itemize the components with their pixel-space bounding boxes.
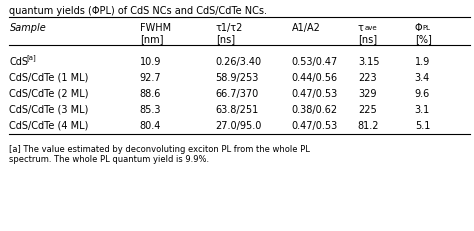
Text: τ: τ — [358, 23, 364, 33]
Text: 66.7/370: 66.7/370 — [216, 89, 259, 99]
Text: 3.1: 3.1 — [415, 105, 430, 115]
Text: CdS/CdTe (3 ML): CdS/CdTe (3 ML) — [9, 105, 89, 115]
Text: 92.7: 92.7 — [140, 73, 162, 83]
Text: 0.26/3.40: 0.26/3.40 — [216, 57, 262, 67]
Text: 329: 329 — [358, 89, 376, 99]
Text: 85.3: 85.3 — [140, 105, 161, 115]
Text: 0.47/0.53: 0.47/0.53 — [292, 121, 338, 131]
Text: 0.53/0.47: 0.53/0.47 — [292, 57, 338, 67]
Text: 27.0/95.0: 27.0/95.0 — [216, 121, 262, 131]
Text: 80.4: 80.4 — [140, 121, 161, 131]
Text: PL: PL — [423, 25, 431, 31]
Text: [ns]: [ns] — [358, 34, 377, 44]
Text: 63.8/251: 63.8/251 — [216, 105, 259, 115]
Text: ave: ave — [365, 25, 377, 31]
Text: 5.1: 5.1 — [415, 121, 430, 131]
Text: 0.47/0.53: 0.47/0.53 — [292, 89, 338, 99]
Text: 1.9: 1.9 — [415, 57, 430, 67]
Text: [ns]: [ns] — [216, 34, 235, 44]
Text: [nm]: [nm] — [140, 34, 164, 44]
Text: [a]: [a] — [27, 54, 36, 61]
Text: CdS/CdTe (1 ML): CdS/CdTe (1 ML) — [9, 73, 89, 83]
Text: 10.9: 10.9 — [140, 57, 161, 67]
Text: CdS/CdTe (2 ML): CdS/CdTe (2 ML) — [9, 89, 89, 99]
Text: Φ: Φ — [415, 23, 422, 33]
Text: [%]: [%] — [415, 34, 432, 44]
Text: 81.2: 81.2 — [358, 121, 379, 131]
Text: CdS/CdTe (4 ML): CdS/CdTe (4 ML) — [9, 121, 89, 131]
Text: 58.9/253: 58.9/253 — [216, 73, 259, 83]
Text: τ1/τ2: τ1/τ2 — [216, 23, 243, 33]
Text: spectrum. The whole PL quantum yield is 9.9%.: spectrum. The whole PL quantum yield is … — [9, 154, 210, 163]
Text: 0.38/0.62: 0.38/0.62 — [292, 105, 337, 115]
Text: 3.4: 3.4 — [415, 73, 430, 83]
Text: FWHM: FWHM — [140, 23, 171, 33]
Text: 0.44/0.56: 0.44/0.56 — [292, 73, 337, 83]
Text: A1/A2: A1/A2 — [292, 23, 320, 33]
Text: 225: 225 — [358, 105, 377, 115]
Text: 3.15: 3.15 — [358, 57, 379, 67]
Text: 9.6: 9.6 — [415, 89, 430, 99]
Text: CdS: CdS — [9, 57, 28, 67]
Text: [a] The value estimated by deconvoluting exciton PL from the whole PL: [a] The value estimated by deconvoluting… — [9, 144, 310, 153]
Text: 223: 223 — [358, 73, 376, 83]
Text: quantum yields (ΦPL) of CdS NCs and CdS/CdTe NCs.: quantum yields (ΦPL) of CdS NCs and CdS/… — [9, 6, 267, 16]
Text: 88.6: 88.6 — [140, 89, 161, 99]
Text: Sample: Sample — [9, 23, 46, 33]
